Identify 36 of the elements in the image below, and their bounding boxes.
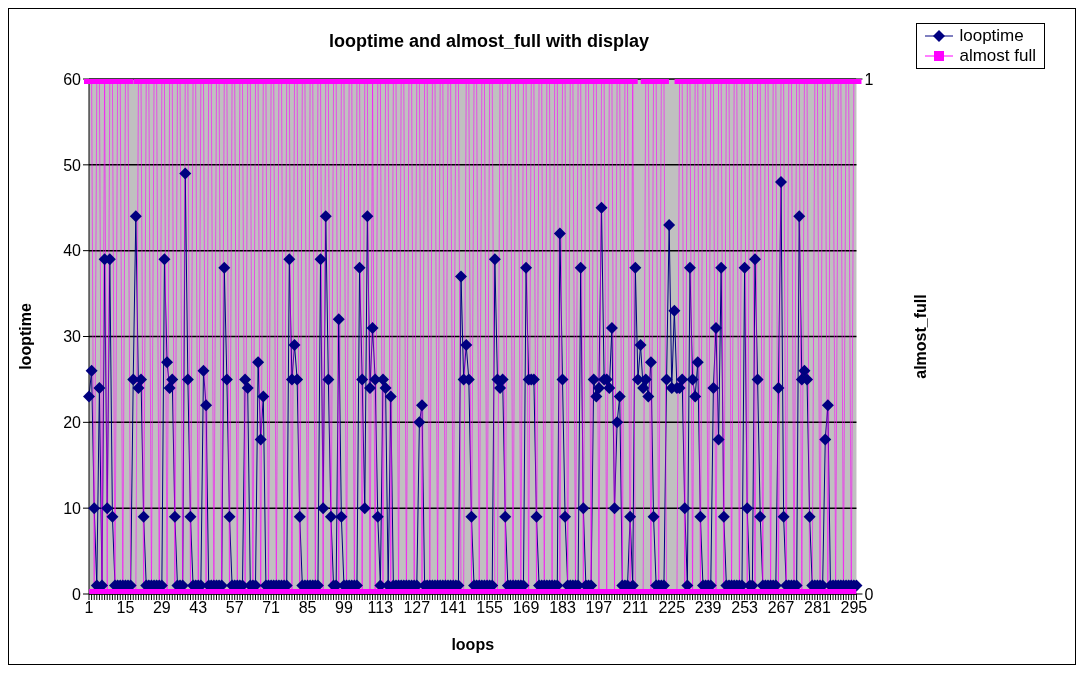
y2-tick-label: 1 xyxy=(864,70,874,88)
y-tick-label: 40 xyxy=(63,242,82,260)
x-tick-label: 85 xyxy=(298,599,317,617)
legend-label: almost full xyxy=(959,46,1036,66)
x-tick-label: 155 xyxy=(476,599,504,617)
y-axis-title: looptime xyxy=(16,303,34,370)
legend-label: looptime xyxy=(959,26,1024,46)
x-tick-label: 1 xyxy=(84,599,94,617)
x-tick-label: 71 xyxy=(262,599,281,617)
x-tick-label: 99 xyxy=(335,599,353,617)
x-tick-label: 267 xyxy=(767,599,795,617)
y2-axis-title: almost_full xyxy=(912,294,930,379)
x-tick-label: 295 xyxy=(840,599,868,617)
x-tick-label: 57 xyxy=(225,599,244,617)
x-tick-label: 169 xyxy=(512,599,540,617)
x-axis-title: loops xyxy=(451,636,495,653)
x-tick-label: 113 xyxy=(367,599,394,617)
x-tick-label: 197 xyxy=(585,599,613,617)
x-tick-label: 225 xyxy=(658,599,686,617)
chart-title: looptime and almost_full with display xyxy=(328,31,650,51)
x-tick-label: 253 xyxy=(731,599,759,617)
y-tick-label: 50 xyxy=(63,156,82,174)
x-tick-label: 239 xyxy=(694,599,722,617)
y-tick-label: 60 xyxy=(63,70,82,88)
x-tick-label: 141 xyxy=(439,599,467,617)
y-tick-label: 0 xyxy=(72,585,82,603)
y-tick-label: 30 xyxy=(63,328,82,346)
x-tick-label: 281 xyxy=(804,599,831,617)
x-tick-label: 127 xyxy=(403,599,431,617)
x-tick-label: 15 xyxy=(116,599,135,617)
x-tick-label: 29 xyxy=(152,599,171,617)
y-tick-label: 20 xyxy=(63,414,82,432)
x-tick-label: 43 xyxy=(189,599,208,617)
y-tick-label: 10 xyxy=(63,499,82,517)
x-tick-label: 211 xyxy=(622,599,649,617)
x-tick-label: 183 xyxy=(549,599,576,617)
